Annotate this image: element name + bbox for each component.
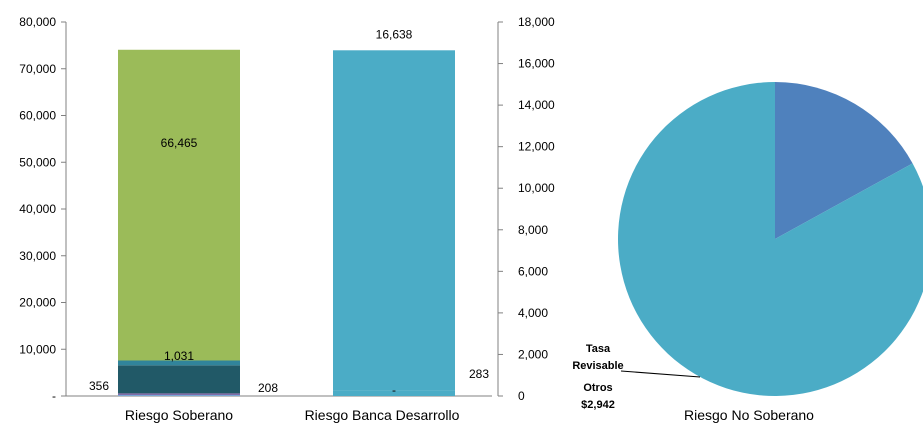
data-label-66465: 66,465 <box>161 136 198 150</box>
category-label: Riesgo Banca Desarrollo <box>305 407 460 423</box>
pie-slice-1 <box>618 82 923 396</box>
data-label-356: 356 <box>89 379 109 393</box>
left-tick-label: - <box>52 389 56 403</box>
data-label-dash: - <box>392 383 396 397</box>
bar-segment-soberano-0 <box>118 394 240 396</box>
right-tick-label: 16,000 <box>518 57 555 71</box>
callout-label-line1: Tasa <box>586 343 611 355</box>
callout-label-line3: Otros <box>583 382 612 394</box>
data-label-208: 208 <box>258 381 278 395</box>
right-tick-label: 14,000 <box>518 98 555 112</box>
right-tick-label: 4,000 <box>518 306 548 320</box>
left-tick-label: 80,000 <box>19 15 56 29</box>
axes-layer: - 10,000 20,000 30,000 40,000 50,000 60,000 70,… <box>19 15 555 403</box>
left-tick-label: 10,000 <box>19 342 56 356</box>
right-tick-label: 6,000 <box>518 264 548 278</box>
callout-label-line2: Revisable <box>572 360 623 372</box>
category-label: Riesgo Soberano <box>125 407 233 423</box>
left-tick-label: 60,000 <box>19 109 56 123</box>
pie-caption: Riesgo No Soberano <box>684 407 814 423</box>
bar-segment-soberano-1 <box>118 393 240 395</box>
bar-segment-banca-2 <box>333 50 455 391</box>
data-label-1031: 1,031 <box>164 349 194 363</box>
data-label-total-banca: 16,638 <box>376 27 413 41</box>
data-label-283: 283 <box>469 367 489 381</box>
pie-slice-0 <box>775 82 913 239</box>
right-tick-label: 10,000 <box>518 181 555 195</box>
right-tick-label: 8,000 <box>518 223 548 237</box>
right-tick-label: 12,000 <box>518 140 555 154</box>
bar-segment-banca-1 <box>333 390 455 396</box>
bar-segment-soberano-2 <box>118 365 240 394</box>
callout-value: $2,942 <box>581 399 615 411</box>
bar-segment-soberano-3 <box>118 360 240 366</box>
left-tick-label: 50,000 <box>19 155 56 169</box>
left-tick-label: 40,000 <box>19 202 56 216</box>
right-tick-label: 0 <box>518 389 525 403</box>
right-tick-label: 18,000 <box>518 15 555 29</box>
bar-segment-soberano-4 <box>118 49 240 361</box>
bars-layer: 356 208 1,031 66,465 16,638 - 283 Riesgo Sobera… <box>89 27 489 423</box>
right-tick-label: 2,000 <box>518 347 548 361</box>
callout-leader-line <box>620 370 701 378</box>
left-tick-label: 70,000 <box>19 62 56 76</box>
left-tick-label: 30,000 <box>19 249 56 263</box>
left-tick-label: 20,000 <box>19 296 56 310</box>
pie-layer: Tasa Revisable Otros $2,942 Riesgo No Sobera… <box>572 82 923 423</box>
